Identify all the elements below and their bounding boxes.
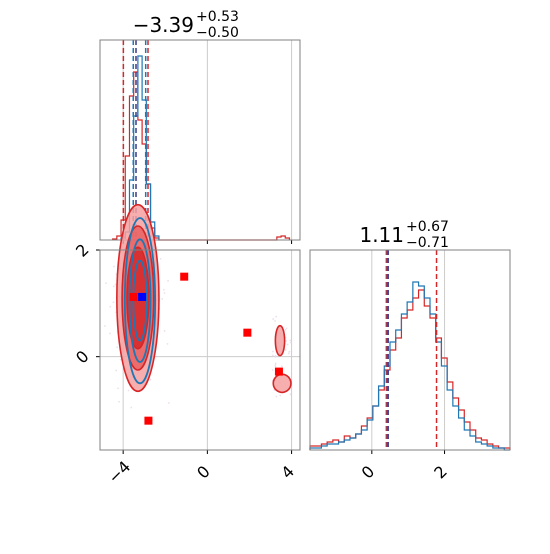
sample-point: [275, 395, 278, 398]
sample-point: [285, 327, 288, 330]
y-tick-label: 0: [72, 347, 93, 368]
sample-point: [116, 346, 119, 349]
sample-point: [104, 325, 106, 327]
sample-point: [272, 318, 275, 320]
panel-title-minus: −0.71: [406, 235, 449, 251]
sample-point: [281, 365, 283, 368]
x-tick-label: 2: [430, 462, 451, 483]
sample-point: [167, 402, 170, 404]
sample-point: [275, 315, 278, 318]
x-tick-label: 0: [358, 462, 379, 483]
sample-point: [284, 329, 287, 331]
hist-panel-param1: −3.39 +0.53−0.50: [99, 9, 301, 244]
scatter-panel: −4 0 4 0 2: [72, 203, 301, 487]
hist-frame: [99, 39, 301, 241]
sample-point: [163, 288, 165, 291]
sample-point: [274, 365, 277, 368]
sample-point: [114, 283, 117, 286]
contour-red-island: [272, 373, 292, 394]
hist-series-red: [112, 71, 291, 241]
sample-point: [167, 279, 169, 282]
hist-series-blue: [309, 281, 510, 451]
sample-point: [163, 292, 166, 294]
panel-title-value: −3.39: [133, 13, 194, 37]
scatter-frame: [99, 249, 301, 451]
sample-point: [159, 257, 162, 260]
sample-point: [284, 349, 287, 351]
sample-point: [288, 350, 291, 353]
sample-point: [274, 363, 277, 366]
sample-point: [287, 352, 290, 355]
sample-point: [271, 369, 274, 371]
sample-point: [127, 389, 130, 392]
marker-red: [144, 416, 153, 425]
sample-point: [285, 340, 288, 342]
sample-point: [272, 350, 274, 353]
sample-point: [109, 332, 111, 335]
marker-blue: [138, 292, 147, 301]
panel-title-value: 1.11: [359, 223, 404, 247]
sample-point: [289, 341, 292, 344]
sample-point: [117, 387, 119, 390]
panel-title-minus: −0.50: [196, 25, 239, 41]
sample-point: [105, 282, 107, 284]
hist-series-red: [309, 289, 511, 450]
x-tick-label: 0: [193, 462, 214, 483]
sample-point: [118, 400, 120, 403]
panel-title-plus: +0.53: [196, 9, 239, 25]
sample-point: [149, 378, 152, 381]
sample-point: [289, 339, 292, 342]
contour-red-inner: [126, 246, 150, 350]
contour-red-island: [274, 324, 286, 357]
sample-point: [166, 342, 169, 345]
contour-blue-mid: [128, 238, 152, 363]
x-tick-label: 4: [277, 462, 298, 483]
sample-point: [115, 369, 118, 372]
sample-point: [286, 343, 289, 346]
sample-point: [112, 301, 115, 304]
panel-title-plus: +0.67: [406, 219, 449, 235]
sample-point: [130, 406, 133, 409]
sample-point: [274, 320, 276, 322]
marker-red: [180, 272, 189, 281]
marker-red: [243, 328, 252, 337]
y-tick-label: 2: [72, 240, 93, 261]
sample-point: [163, 330, 166, 332]
sample-point: [113, 265, 115, 268]
sample-point: [119, 358, 122, 361]
x-tick-label: −4: [104, 457, 134, 487]
marker-red: [274, 367, 283, 376]
hist-frame: [309, 249, 511, 451]
marker-red: [129, 292, 138, 301]
sample-point: [279, 394, 282, 397]
hist-panel-param2: 0 2 1.11 +0.67−0.71: [309, 219, 511, 483]
sample-point: [289, 393, 292, 396]
sample-point: [112, 285, 115, 288]
sample-point: [161, 298, 164, 300]
sample-point: [274, 355, 277, 358]
sample-point: [109, 305, 112, 308]
contour-blue-outer: [123, 217, 157, 385]
sample-point: [274, 362, 277, 365]
sample-point: [271, 354, 274, 357]
